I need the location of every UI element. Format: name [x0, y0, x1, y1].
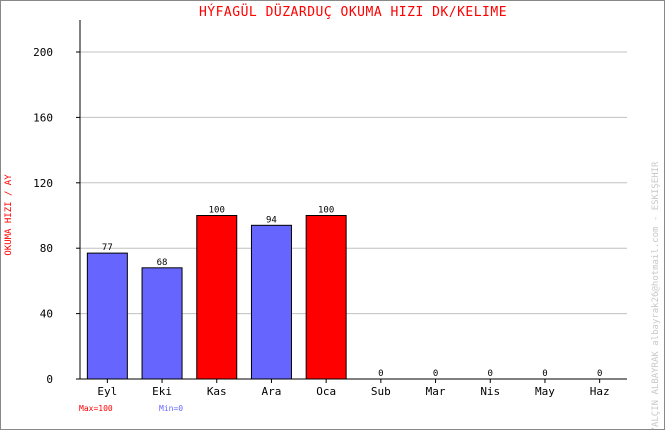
max-label: Max=100 — [79, 404, 113, 413]
bar-eki — [141, 267, 183, 380]
y-tick-label: 40 — [40, 308, 53, 321]
data-label: 0 — [378, 369, 383, 379]
bar-ara — [250, 224, 292, 380]
y-axis-label: OKUMA HIZI / AY — [4, 174, 14, 256]
data-label: 0 — [597, 369, 602, 379]
x-tick-label: Sub — [371, 385, 391, 398]
data-label: 0 — [488, 369, 493, 379]
x-tick-label: Oca — [316, 385, 336, 398]
y-tick-label: 160 — [33, 111, 53, 124]
side-credit: YALÇIN ALBAYRAK albayrak26@hotmail.com -… — [651, 161, 661, 429]
axes — [76, 20, 627, 383]
data-label: 77 — [102, 243, 113, 253]
data-label: 0 — [542, 369, 547, 379]
data-label: 68 — [157, 258, 168, 268]
x-tick-label: Haz — [590, 385, 610, 398]
x-tick-labels: Eyl Eki Kas Ara Oca Sub Mar Nis May Haz — [97, 385, 609, 398]
y-tick-labels: 0 40 80 120 160 200 — [33, 46, 53, 386]
data-label: 100 — [318, 206, 334, 216]
bar-oca — [305, 215, 347, 380]
y-tick-label: 0 — [46, 373, 53, 386]
y-tick-label: 80 — [40, 242, 53, 255]
x-tick-label: Eki — [152, 385, 172, 398]
x-tick-label: Nis — [480, 385, 500, 398]
bar-kas — [196, 215, 238, 380]
min-label: Min=0 — [159, 404, 183, 413]
chart-title: HÝFAGÜL DÜZARDUÇ OKUMA HIZI DK/KELIME — [199, 3, 507, 20]
x-tick-label: Ara — [262, 385, 282, 398]
bars — [86, 215, 347, 380]
data-label: 94 — [266, 215, 277, 225]
data-label: 0 — [433, 369, 438, 379]
x-tick-label: Eyl — [97, 385, 117, 398]
data-label: 100 — [209, 206, 225, 216]
y-tick-label: 200 — [33, 46, 53, 59]
x-tick-label: Mar — [426, 385, 446, 398]
y-tick-label: 120 — [33, 177, 53, 190]
x-tick-label: Kas — [207, 385, 227, 398]
bar-eyl — [86, 252, 128, 380]
x-tick-label: May — [535, 385, 555, 398]
data-labels: 77 68 100 94 100 0 0 0 0 0 — [102, 206, 602, 380]
grid-lines — [80, 51, 627, 315]
